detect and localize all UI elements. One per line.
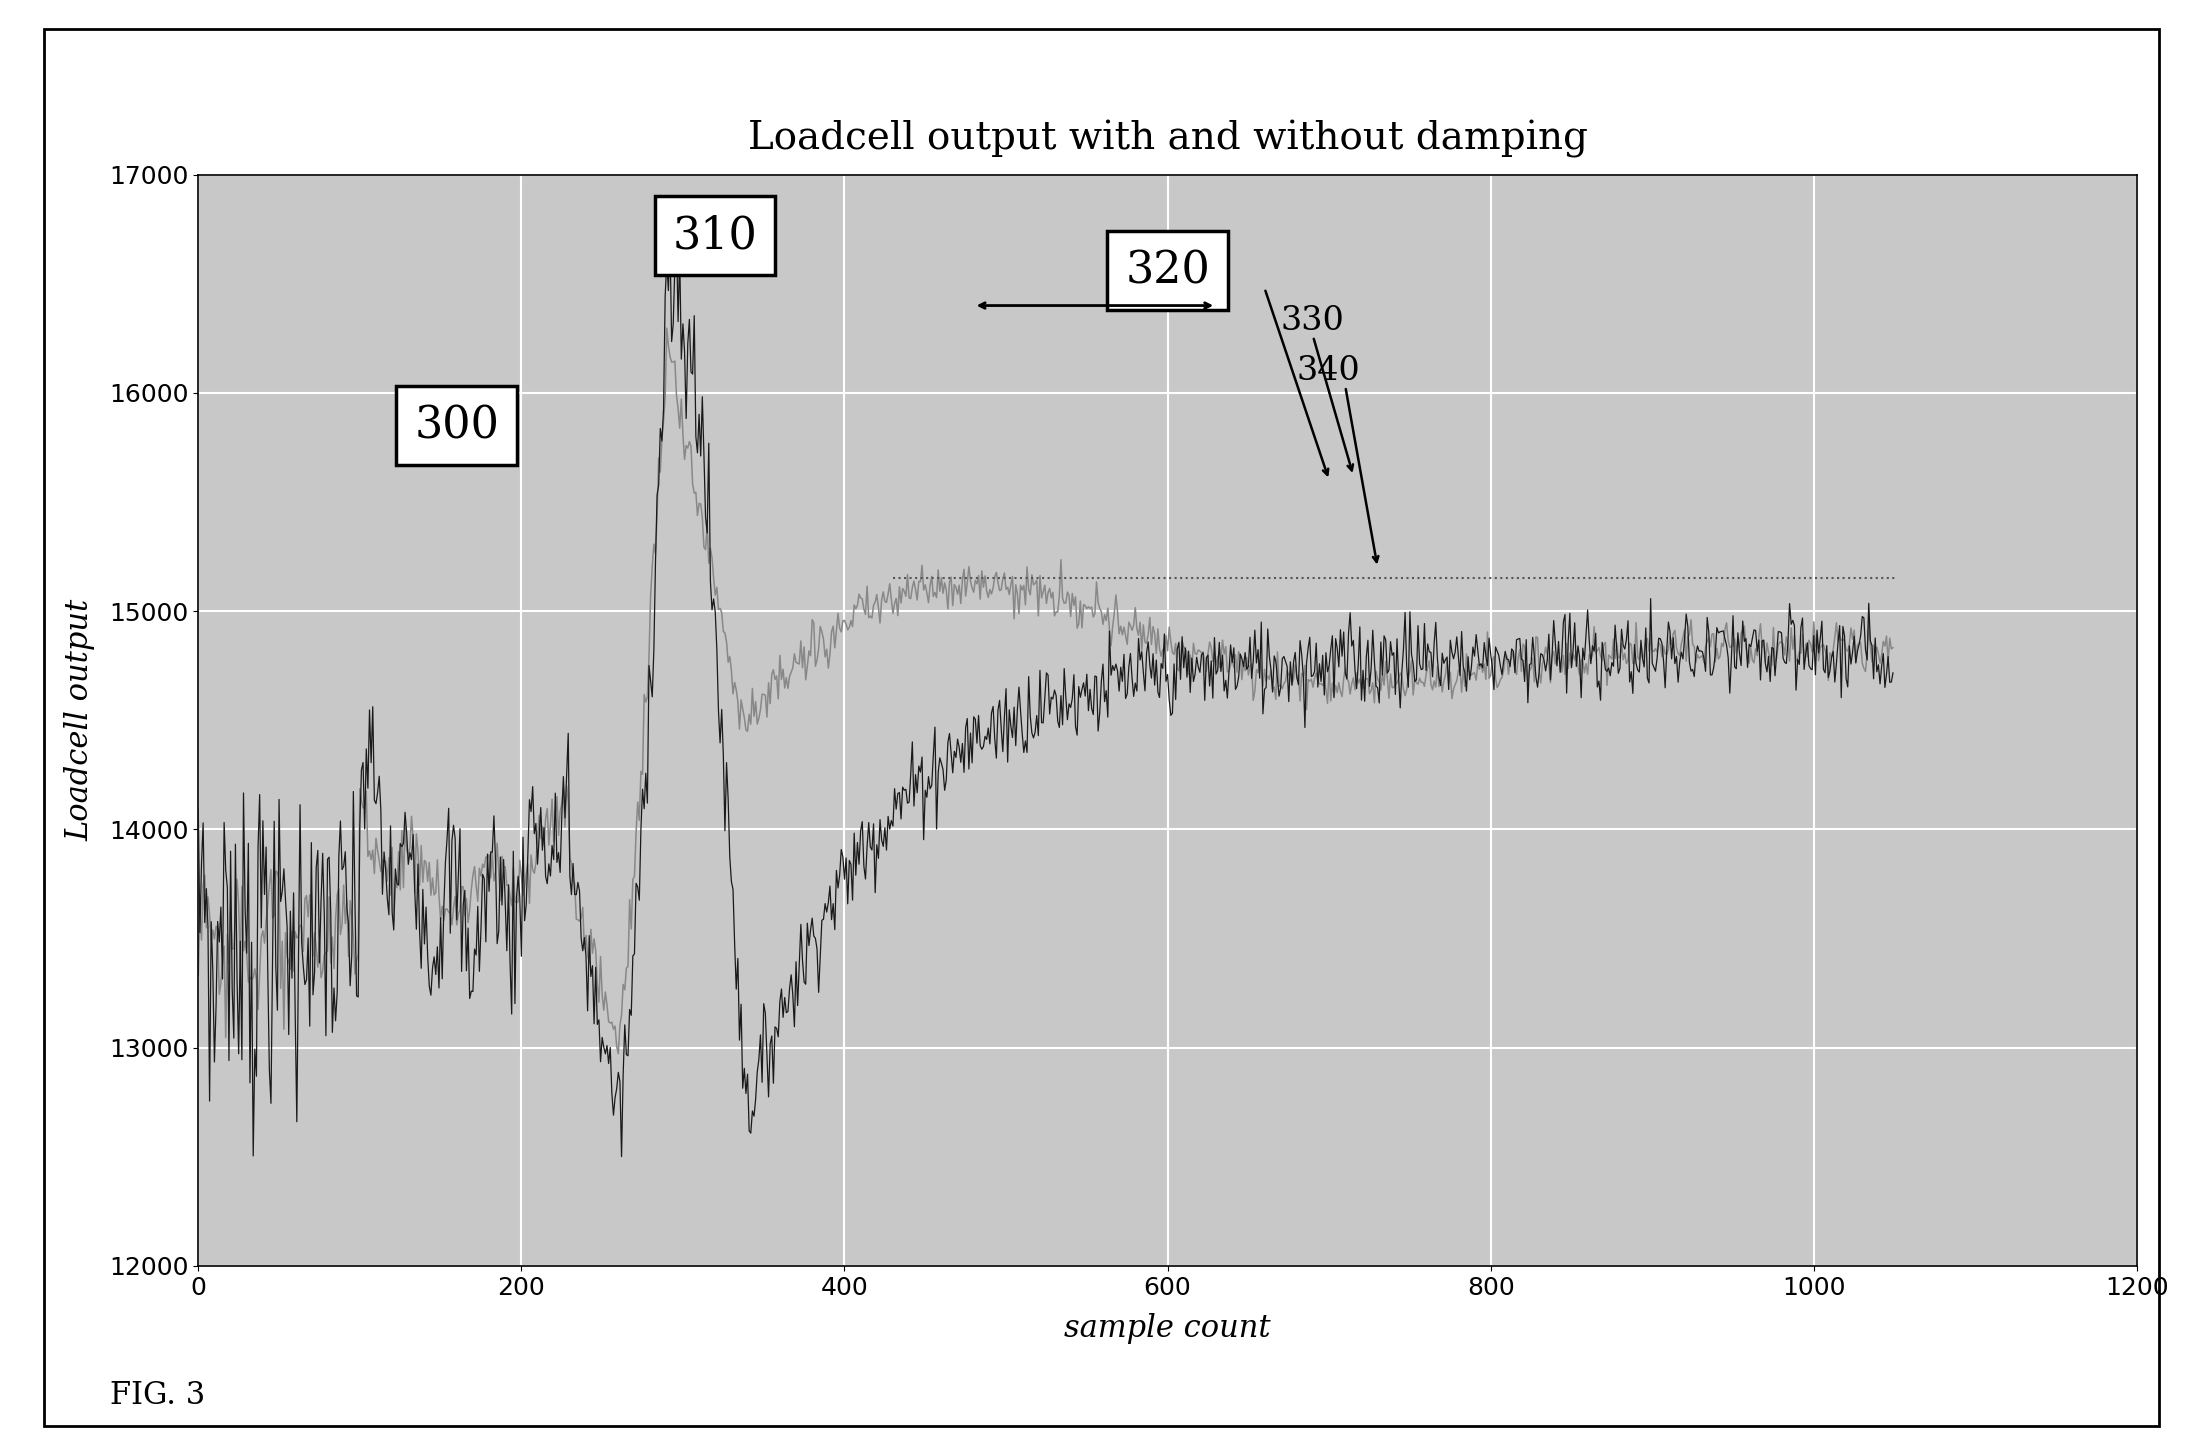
Y-axis label: Loadcell output: Loadcell output (64, 599, 95, 841)
Title: Loadcell output with and without damping: Loadcell output with and without damping (747, 121, 1588, 159)
Text: 320: 320 (1126, 249, 1209, 292)
Text: 300: 300 (414, 404, 500, 447)
Text: 310: 310 (672, 214, 758, 258)
X-axis label: sample count: sample count (1064, 1314, 1271, 1344)
Text: FIG. 3: FIG. 3 (110, 1381, 205, 1411)
Text: 340: 340 (1298, 355, 1361, 387)
Text: 330: 330 (1280, 306, 1344, 336)
